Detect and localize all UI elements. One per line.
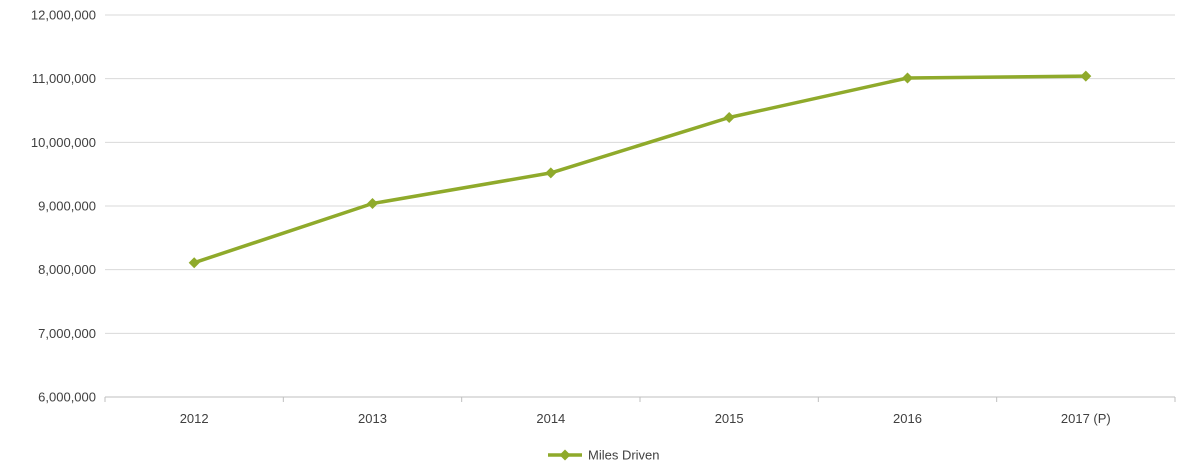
legend-label: Miles Driven [588,448,660,463]
data-point [902,72,913,84]
x-tick-label: 2013 [358,411,387,426]
series-miles-driven [188,70,1092,269]
data-point [1080,70,1092,82]
x-axis [104,396,1176,402]
data-point [188,257,200,269]
y-tick-label: 7,000,000 [38,326,96,341]
x-tick-label: 2017 (P) [1061,411,1111,426]
x-tick-label: 2016 [893,411,922,426]
y-tick-label: 8,000,000 [38,262,96,277]
legend: Miles Driven [548,448,660,463]
legend-swatch-marker [559,449,571,461]
data-point [723,112,735,123]
y-tick-label: 6,000,000 [38,390,96,405]
y-tick-label: 10,000,000 [31,135,96,150]
x-tick-label: 2014 [536,411,565,426]
x-tick-label: 2012 [180,411,209,426]
data-point [545,167,557,179]
y-axis-ticks: 6,000,000 7,000,000 8,000,000 9,000,000 10,0… [31,8,96,405]
y-tick-label: 12,000,000 [31,8,96,23]
y-tick-label: 9,000,000 [38,199,96,214]
data-point [367,198,378,209]
x-tick-label: 2015 [715,411,744,426]
y-tick-label: 11,000,000 [32,71,96,86]
series-line [192,74,1088,265]
gridlines [105,14,1175,334]
x-axis-ticks: 2012 2013 2014 2015 2016 2017 (P) [180,411,1111,426]
